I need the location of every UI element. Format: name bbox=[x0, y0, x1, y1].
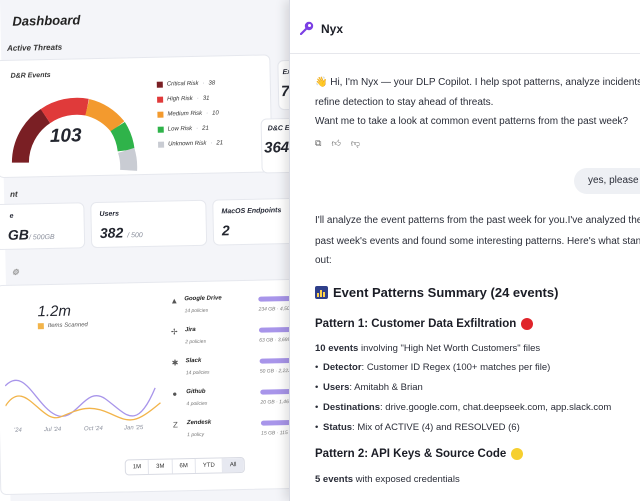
panel-title: Nyx bbox=[321, 22, 344, 36]
range-ytd-button[interactable]: YTD bbox=[195, 458, 223, 473]
dc-events-value: 364 bbox=[263, 138, 290, 157]
legend-critical: Critical Risk · 38 bbox=[156, 81, 215, 88]
bar-chart-icon bbox=[315, 286, 328, 299]
users-card[interactable]: Users 382 / 500 bbox=[90, 199, 208, 249]
app-policies: 4 policies bbox=[186, 400, 208, 408]
app-name: Zendesk bbox=[186, 419, 212, 427]
user-message-bubble: yes, please bbox=[574, 168, 640, 194]
section-icon: ⚙ bbox=[11, 267, 19, 277]
pattern1-bullet: Detector: Customer ID Regex (100+ matche… bbox=[315, 362, 550, 373]
summary-heading: Event Patterns Summary (24 events) bbox=[315, 285, 558, 300]
legend-low: Low Risk · 21 bbox=[157, 126, 209, 133]
zendesk-icon: Z bbox=[172, 420, 178, 430]
pattern2-heading: Pattern 2: API Keys & Source Code bbox=[315, 448, 524, 460]
storage-label: e bbox=[9, 212, 14, 220]
dr-events-card[interactable]: D&R Events 103 bbox=[0, 54, 273, 179]
page-title: Dashboard bbox=[12, 12, 81, 29]
x-tick: '24 bbox=[13, 427, 22, 434]
x-tick: Oct '24 bbox=[83, 425, 103, 433]
active-threats-label: Active Threats bbox=[6, 42, 63, 53]
nyx-logo-icon bbox=[300, 21, 314, 35]
yellow-circle-icon bbox=[511, 448, 524, 460]
range-1m-button[interactable]: 1M bbox=[125, 459, 150, 475]
range-all-button[interactable]: All bbox=[222, 458, 244, 473]
assistant-message-line: 👋 Hi, I'm Nyx — your DLP Copilot. I help… bbox=[315, 77, 640, 88]
thumbs-down-icon[interactable]: 👎︎ bbox=[350, 138, 360, 148]
storage-card[interactable]: e GB/ 500GB bbox=[0, 202, 86, 251]
users-label: Users bbox=[99, 210, 120, 218]
app-policies: 14 policies bbox=[184, 307, 209, 315]
pattern1-bullet: Destinations: drive.google.com, chat.dee… bbox=[315, 402, 611, 413]
copy-icon[interactable]: ⧉ bbox=[315, 138, 322, 148]
red-circle-icon bbox=[521, 318, 534, 330]
thumbs-up-icon[interactable]: 👍︎ bbox=[331, 138, 341, 148]
assistant-message-line: refine detection to stay ahead of threat… bbox=[315, 97, 494, 108]
legend-high: High Risk · 31 bbox=[157, 96, 210, 103]
drive-icon: ▲ bbox=[170, 296, 179, 306]
range-3m-button[interactable]: 3M bbox=[149, 459, 173, 474]
assistant-message-line: I'll analyze the event patterns from the… bbox=[315, 215, 640, 226]
macos-label: MacOS Endpoints bbox=[221, 207, 282, 216]
pattern1-bullet: Status: Mix of ACTIVE (4) and RESOLVED (… bbox=[315, 422, 520, 433]
macos-value: 2 bbox=[221, 222, 230, 239]
slack-icon: ✱ bbox=[171, 358, 179, 368]
pattern1-heading: Pattern 1: Customer Data Exfiltration bbox=[315, 318, 534, 330]
scanned-card[interactable]: 1.2m Items Scanned '24 Jul '24 Oct '24 J… bbox=[0, 278, 341, 496]
app-stat: 234 GB · 4,50 bbox=[258, 306, 290, 313]
pattern2-count: 5 events with exposed credentials bbox=[315, 474, 460, 485]
legend-medium: Medium Risk · 10 bbox=[157, 110, 219, 118]
range-6m-button[interactable]: 6M bbox=[172, 459, 196, 474]
risk-gauge bbox=[11, 97, 138, 171]
section-label: nt bbox=[9, 189, 18, 199]
scanned-value: 1.2m bbox=[37, 302, 72, 321]
app-name: Slack bbox=[185, 357, 202, 365]
github-icon: ● bbox=[172, 389, 178, 399]
app-name: Google Drive bbox=[184, 295, 222, 303]
message-actions: ⧉ 👍︎ 👎︎ bbox=[315, 138, 360, 149]
x-tick: Jan '25 bbox=[123, 425, 144, 432]
assistant-message-line: Want me to take a look at common event p… bbox=[315, 116, 629, 127]
assistant-message-line: past week's events and found some intere… bbox=[315, 236, 640, 247]
app-name: Github bbox=[186, 388, 206, 396]
app-policies: 14 policies bbox=[185, 369, 210, 377]
scanned-line-chart bbox=[4, 379, 161, 421]
storage-value: GB/ 500GB bbox=[7, 226, 55, 243]
pattern1-bullet: Users: Amitabh & Brian bbox=[315, 382, 423, 393]
time-range-selector: 1M 3M 6M YTD All bbox=[124, 456, 245, 476]
assistant-message-line: out: bbox=[315, 255, 332, 266]
users-value: 382 / 500 bbox=[99, 224, 143, 241]
jira-icon: ✢ bbox=[170, 327, 178, 337]
pattern1-count: 10 events involving "High Net Worth Cust… bbox=[315, 343, 541, 354]
app-policies: 2 policies bbox=[185, 338, 207, 346]
copilot-panel: Nyx 👋 Hi, I'm Nyx — your DLP Copilot. I … bbox=[289, 0, 640, 501]
app-policies: 1 policy bbox=[187, 431, 205, 439]
x-tick: Jul '24 bbox=[43, 426, 62, 434]
panel-header: Nyx bbox=[290, 0, 640, 54]
dr-events-value: 103 bbox=[49, 125, 82, 147]
dr-events-label: D&R Events bbox=[10, 71, 51, 80]
scanned-legend: Items Scanned bbox=[37, 322, 88, 330]
app-name: Jira bbox=[184, 326, 196, 334]
